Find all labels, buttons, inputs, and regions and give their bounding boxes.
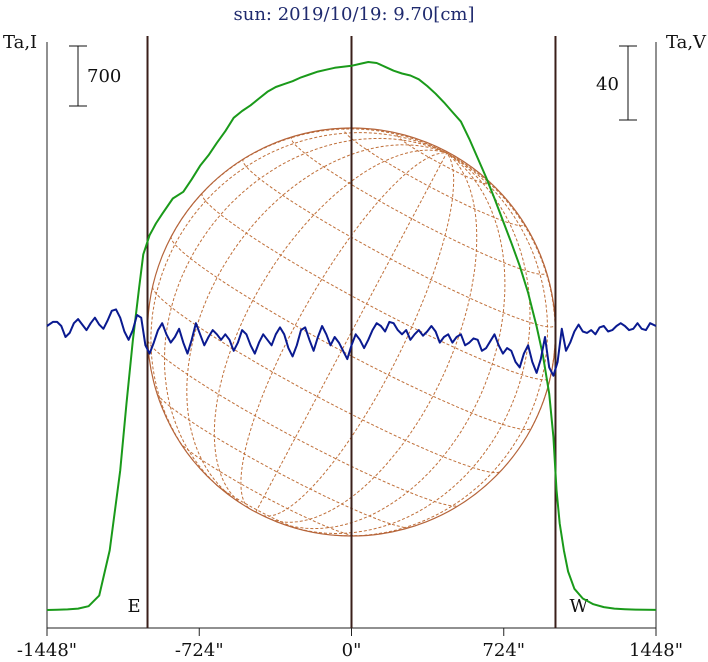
meridian-line [289,152,531,535]
parallel-line [343,127,525,227]
x-tick-label: 0" [342,640,362,661]
meridian-line [255,152,448,513]
parallel-line [156,393,409,529]
parallel-line [215,484,302,531]
parallel-line [201,192,551,381]
right-axis-label: Ta,V [666,32,707,53]
left-scale-bar [69,45,87,107]
x-tick-label: 724" [482,640,525,661]
meridian-line [240,152,447,509]
parallel-line [147,340,459,507]
meridian-line [213,149,447,505]
meridian-line [186,144,447,501]
limb-label-w: W [569,596,588,617]
x-tick-label: 1448" [629,640,683,661]
polarization-curve [46,308,657,377]
left-axis-label: Ta,I [3,32,37,53]
meridian-line [263,152,455,517]
chart-title: sun: 2019/10/19: 9.70[cm] [233,4,474,25]
parallel-line [179,441,357,537]
meridian-line [170,128,447,237]
right-scale-bar-label: 40 [596,74,619,95]
parallel-line [152,286,501,474]
parallel-line [170,236,532,431]
meridian-line [276,152,506,530]
left-scale-bar-label: 700 [87,66,121,87]
parallel-line [242,158,556,328]
x-tick-label: -1448" [17,640,77,661]
right-scale-bar [619,45,637,121]
meridian-line [270,152,478,523]
meridian-line [150,132,447,461]
meridian-line [163,137,447,493]
limb-label-e: E [128,596,141,617]
parallel-line [396,133,491,185]
intensity-curve [46,61,657,611]
meridian-line [446,152,556,429]
meridian-line [334,152,549,537]
x-tick-label: -724" [175,640,224,661]
